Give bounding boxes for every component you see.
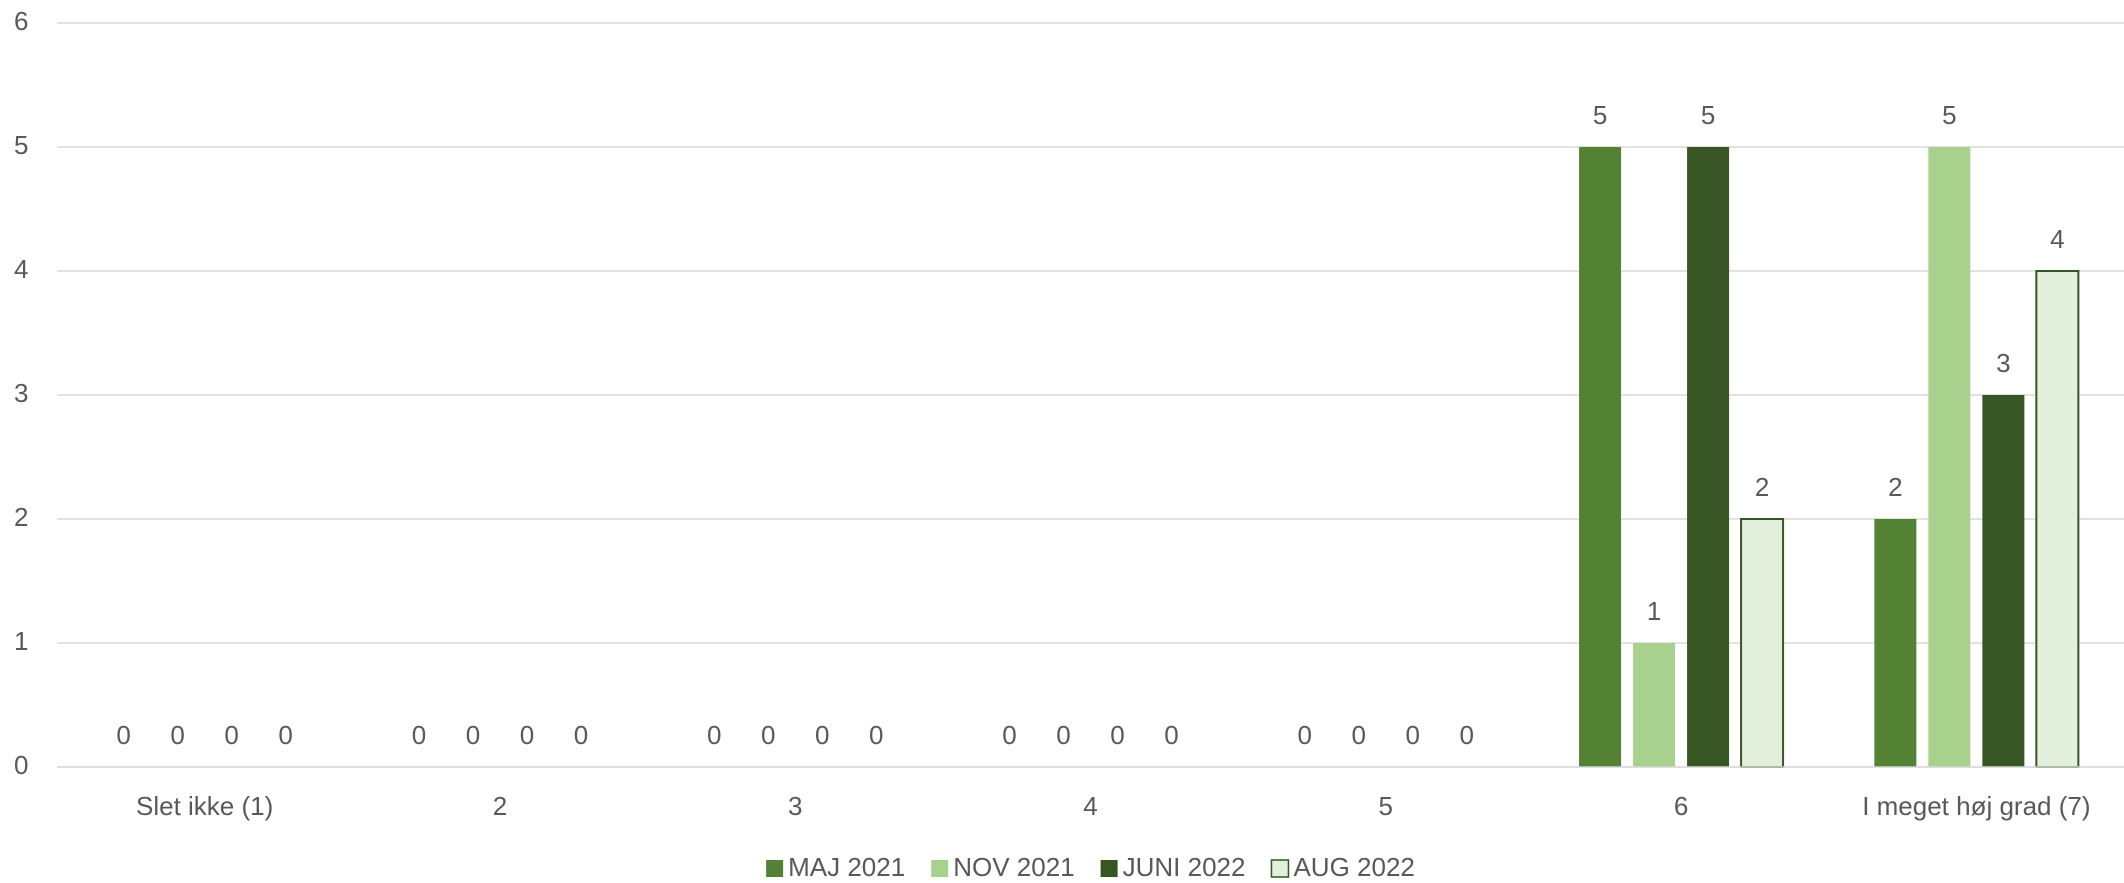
bar (1579, 147, 1622, 767)
y-tick-label: 5 (14, 130, 28, 160)
x-tick-label: Slet ikke (1) (136, 791, 273, 821)
legend-label: NOV 2021 (953, 852, 1074, 882)
data-label: 0 (574, 720, 588, 750)
y-tick-label: 2 (14, 502, 28, 532)
data-label: 0 (1002, 720, 1016, 750)
x-tick-label: 4 (1083, 791, 1097, 821)
x-tick-label: 6 (1674, 791, 1688, 821)
y-tick-label: 3 (14, 378, 28, 408)
data-label: 4 (2050, 224, 2064, 254)
data-label: 2 (1888, 472, 1902, 502)
bar (1982, 395, 2025, 767)
x-tick-label: 5 (1379, 791, 1393, 821)
data-label: 0 (707, 720, 721, 750)
y-tick-label: 1 (14, 626, 28, 656)
data-label: 0 (278, 720, 292, 750)
legend-label: JUNI 2022 (1123, 852, 1246, 882)
legend-swatch (1100, 860, 1118, 877)
y-tick-label: 0 (14, 750, 28, 780)
data-label: 3 (1996, 348, 2010, 378)
data-label: 0 (520, 720, 534, 750)
x-tick-label: 2 (493, 791, 507, 821)
data-label: 0 (466, 720, 480, 750)
data-label: 0 (412, 720, 426, 750)
data-label: 5 (1593, 100, 1607, 130)
data-label: 0 (1298, 720, 1312, 750)
legend-label: MAJ 2021 (788, 852, 905, 882)
data-label: 2 (1755, 472, 1769, 502)
data-label: 0 (1460, 720, 1474, 750)
data-label: 5 (1701, 100, 1715, 130)
data-label: 0 (1056, 720, 1070, 750)
legend-swatch (766, 860, 784, 877)
data-label: 0 (1352, 720, 1366, 750)
bar (1687, 147, 1730, 767)
x-tick-label: 3 (788, 791, 802, 821)
data-label: 0 (170, 720, 184, 750)
bar (1740, 518, 1785, 768)
x-tick-label: I meget høj grad (7) (1862, 791, 2090, 821)
data-label: 0 (869, 720, 883, 750)
data-label: 5 (1942, 100, 1956, 130)
bar (1874, 519, 1917, 767)
data-label: 1 (1647, 596, 1661, 626)
bar (2035, 270, 2080, 768)
data-label: 0 (1164, 720, 1178, 750)
data-label: 0 (761, 720, 775, 750)
y-tick-label: 6 (14, 6, 28, 36)
data-label: 0 (224, 720, 238, 750)
data-label: 0 (1406, 720, 1420, 750)
data-label: 0 (815, 720, 829, 750)
data-label: 0 (1110, 720, 1124, 750)
bar (1928, 147, 1971, 767)
data-label: 0 (116, 720, 130, 750)
y-tick-label: 4 (14, 254, 28, 284)
legend-swatch (1270, 859, 1290, 878)
bar (1633, 643, 1676, 767)
legend-swatch (931, 860, 949, 877)
legend-label: AUG 2022 (1293, 852, 1414, 882)
